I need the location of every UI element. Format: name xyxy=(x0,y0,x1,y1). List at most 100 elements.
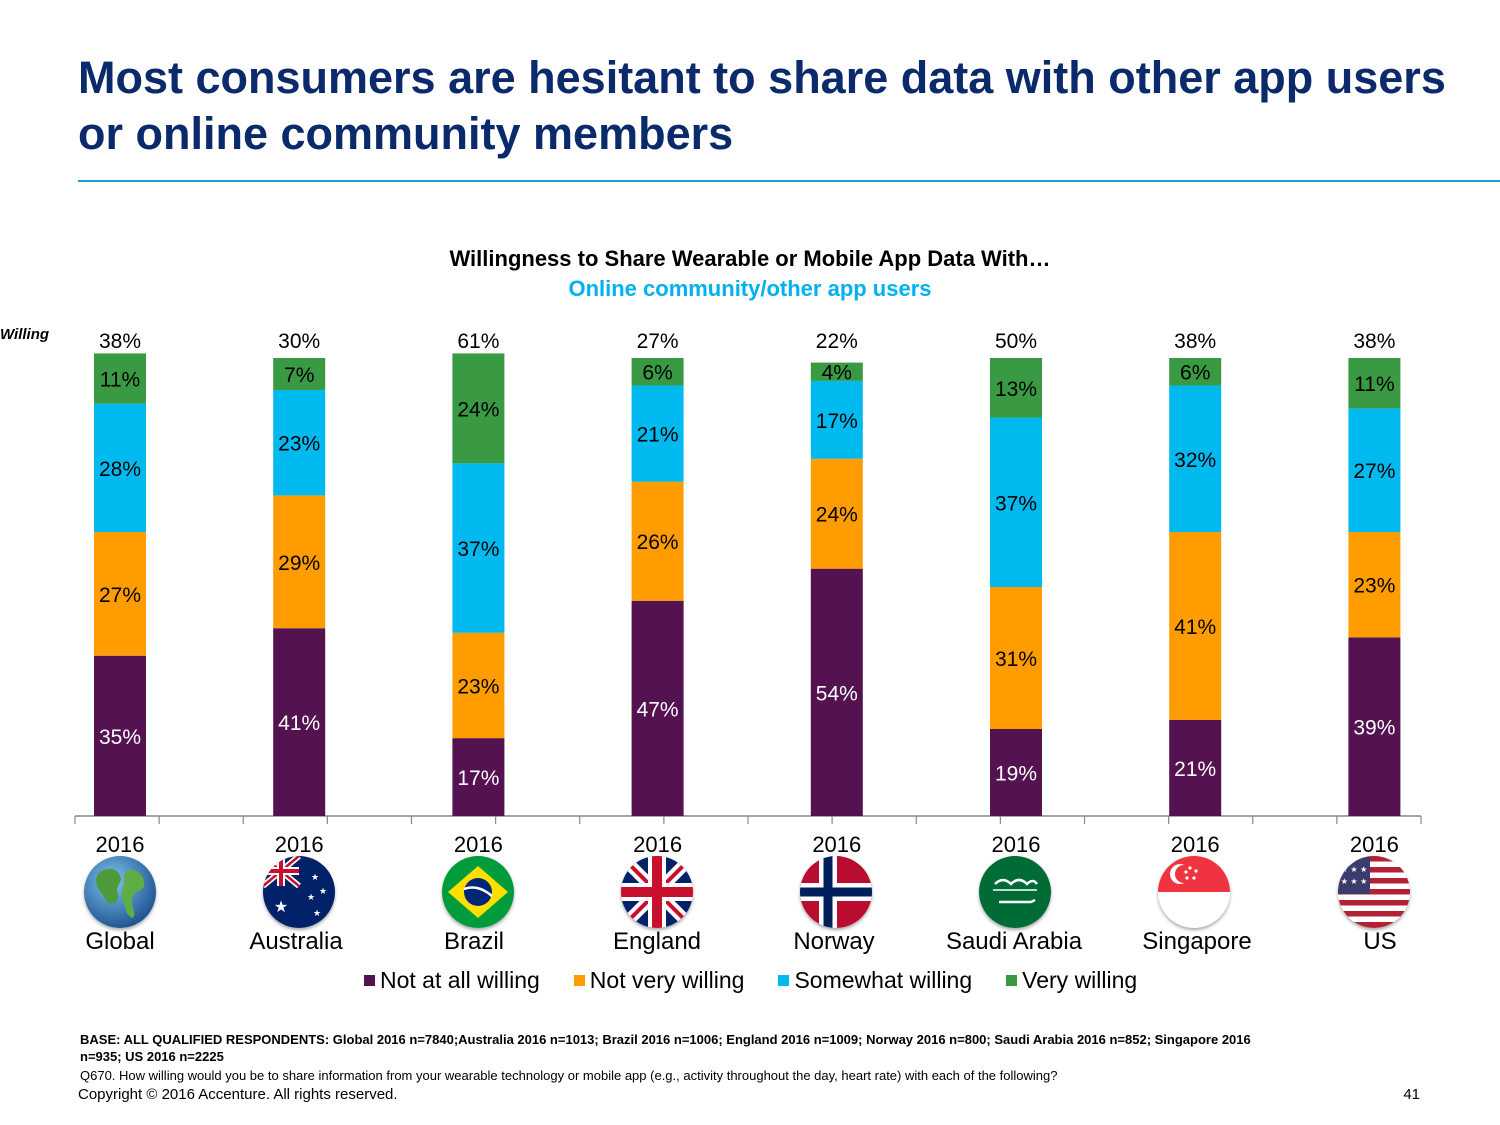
copyright-text: Copyright © 2016 Accenture. All rights r… xyxy=(78,1086,398,1103)
legend-item-not-very-willing: Not very willing xyxy=(573,966,745,994)
country-label-england: England xyxy=(612,928,702,955)
legend-item-very-willing: Very willing xyxy=(1006,967,1137,994)
country-label-australia: Australia xyxy=(249,928,343,955)
willing-axis-label: Willing xyxy=(0,326,50,343)
bar-segment-not-at-all-willing xyxy=(990,728,1042,816)
legend-label: Very willing xyxy=(1022,966,1138,993)
svg-text:★ ★ ★: ★ ★ ★ xyxy=(1341,877,1368,886)
bar-segment-very-willing xyxy=(631,358,684,386)
country-label-us: US xyxy=(1363,928,1397,955)
bar-segment-very-willing xyxy=(810,362,863,381)
chart-title: Willingness to Share Wearable or Mobile … xyxy=(449,246,1051,271)
bar-segment-somewhat-willing xyxy=(452,463,505,633)
bar-segment-somewhat-willing xyxy=(990,417,1042,587)
bar-segment-not-at-all-willing xyxy=(810,568,863,816)
bar-segment-very-willing xyxy=(1169,358,1222,386)
x-tick-label: 2016 xyxy=(1171,832,1220,857)
chart-subtitle: Online community/other app users xyxy=(568,276,932,301)
x-tick-label: 2016 xyxy=(992,832,1041,857)
x-tick-label: 2016 xyxy=(1350,832,1399,857)
data-label: 23% xyxy=(278,433,320,456)
bar-segment-not-at-all-willing xyxy=(273,628,326,816)
data-label: 37% xyxy=(457,538,499,561)
data-label: 47% xyxy=(637,698,679,721)
x-tick-label: 2016 xyxy=(96,832,145,857)
australia-flag-icon: ★ ★ ★ ★ ★ xyxy=(263,856,335,928)
legend-swatch xyxy=(364,974,375,986)
question-note: Q670. How willing would you be to share … xyxy=(80,1068,1058,1083)
bar-segment-very-willing xyxy=(452,353,505,464)
data-label: 28% xyxy=(99,458,141,481)
svg-text:★: ★ xyxy=(313,909,321,919)
total-willing-label: 38% xyxy=(1174,330,1216,353)
country-label-brazil: Brazil xyxy=(443,928,504,955)
bar-segment-very-willing xyxy=(1348,358,1401,409)
total-willing-label: 30% xyxy=(278,330,320,353)
country-label-global: Global xyxy=(85,928,155,955)
x-tick-label: 2016 xyxy=(275,832,324,857)
data-label: 21% xyxy=(1174,758,1216,781)
data-label: 19% xyxy=(995,762,1037,785)
bar-segment-not-at-all-willing xyxy=(452,738,505,816)
total-willing-label: 38% xyxy=(99,330,141,353)
data-label: 7% xyxy=(284,364,314,387)
x-tick-label: 2016 xyxy=(633,832,682,857)
total-willing-label: 38% xyxy=(1353,330,1395,353)
data-label: 24% xyxy=(816,504,858,527)
page-number: 41 xyxy=(1403,1086,1420,1103)
svg-text:★: ★ xyxy=(319,887,327,897)
bar-segment-somewhat-willing xyxy=(273,390,326,496)
bar-segment-not-at-all-willing xyxy=(1348,637,1401,816)
saudi-arabia-flag-icon xyxy=(979,856,1051,928)
data-label: 27% xyxy=(1353,460,1395,483)
total-willing-label: 61% xyxy=(457,330,499,353)
svg-text:★: ★ xyxy=(311,873,319,883)
data-label: 23% xyxy=(1353,575,1395,598)
legend-swatch xyxy=(1006,974,1018,986)
svg-text:★ ★ ★: ★ ★ ★ xyxy=(1341,865,1368,874)
country-label-saudi-arabia: Saudi Arabia xyxy=(945,928,1083,955)
data-label: 6% xyxy=(642,362,672,385)
us-flag-icon: ★ ★ ★ ★ ★ ★ xyxy=(1338,856,1410,928)
data-label: 29% xyxy=(278,552,320,575)
country-label-singapore: Singapore xyxy=(1142,928,1252,955)
bar-segment-very-willing xyxy=(273,358,326,391)
data-label: 6% xyxy=(1180,362,1210,385)
data-label: 31% xyxy=(995,648,1037,671)
bar-segment-somewhat-willing xyxy=(94,403,146,533)
bar-segment-not-very-willing xyxy=(1169,532,1222,720)
svg-text:★: ★ xyxy=(307,893,315,903)
bar-segment-not-at-all-willing xyxy=(94,655,146,816)
country-label-norway: Norway xyxy=(793,928,875,955)
legend-swatch xyxy=(778,974,790,986)
chart-legend: Not at all willing Not very willing Some… xyxy=(364,965,1171,995)
legend-label: Not very willing xyxy=(589,966,745,993)
bar-segment-somewhat-willing xyxy=(1348,408,1401,533)
data-label: 4% xyxy=(822,362,852,385)
globe-icon xyxy=(84,856,156,928)
legend-item-not-at-all-willing: Not at all willing xyxy=(364,967,540,994)
x-tick-label: 2016 xyxy=(454,832,503,857)
bar-segment-not-very-willing xyxy=(273,495,326,629)
legend-item-somewhat-willing: Somewhat willing xyxy=(778,967,972,994)
norway-flag-icon xyxy=(800,856,872,928)
england-flag-icon xyxy=(621,856,693,928)
title-divider xyxy=(78,180,1500,182)
bar-segment-very-willing xyxy=(94,353,146,404)
bar-segment-not-at-all-willing xyxy=(631,600,684,816)
legend-swatch xyxy=(573,974,585,986)
bar-segment-very-willing xyxy=(990,358,1042,418)
bar-segment-not-very-willing xyxy=(452,632,505,739)
legend-label: Not at all willing xyxy=(380,966,540,993)
svg-text:★: ★ xyxy=(274,897,288,916)
data-label: 23% xyxy=(457,675,499,698)
bar-segment-not-very-willing xyxy=(631,481,684,601)
data-label: 24% xyxy=(457,398,499,421)
bar-segment-somewhat-willing xyxy=(1169,385,1222,533)
data-label: 37% xyxy=(995,492,1037,515)
data-label: 35% xyxy=(99,726,141,749)
data-label: 17% xyxy=(816,410,858,433)
page-title: Most consumers are hesitant to share dat… xyxy=(78,52,1446,159)
data-label: 54% xyxy=(816,682,858,705)
data-label: 41% xyxy=(1174,616,1216,639)
